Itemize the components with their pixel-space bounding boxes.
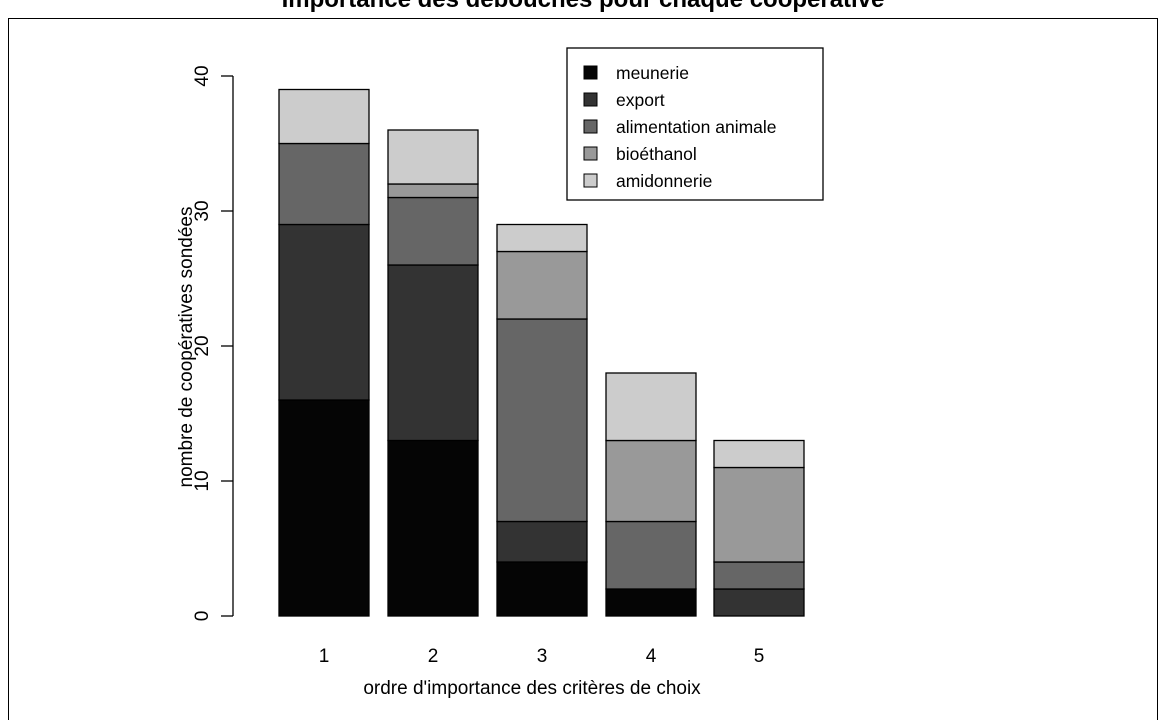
bar-segment-3-1 <box>496 520 588 563</box>
legend-label: bioéthanol <box>616 144 697 164</box>
bar-segment-3-2 <box>496 318 588 523</box>
bar-segment-2-1 <box>387 264 479 442</box>
y-axis: 0 10 20 30 40 <box>192 65 234 622</box>
legend-box <box>566 47 824 201</box>
x-tick-label: 1 <box>319 646 330 667</box>
x-tick-label: 2 <box>428 646 439 667</box>
y-tick-label: 10 <box>192 470 213 491</box>
bar-segment-1-1 <box>278 223 370 401</box>
legend-swatch <box>583 119 598 134</box>
bar-segment-4-3 <box>605 439 697 523</box>
bar-segment-5-3 <box>713 466 805 563</box>
legend-label: alimentation animale <box>616 117 777 137</box>
legend-swatch <box>583 65 598 80</box>
legend-swatch <box>583 173 598 188</box>
figure-frame <box>8 18 1158 720</box>
bar-segment-5-2 <box>713 561 805 590</box>
legend: meunerie export alimentation animale bioéth… <box>566 47 824 201</box>
bar-segment-4-2 <box>605 520 697 590</box>
bar-segment-2-0 <box>387 439 479 617</box>
x-axis-label: ordre d'importance des critères de choix <box>363 678 701 699</box>
bar-segment-3-3 <box>496 250 588 320</box>
bar-segment-3-4 <box>496 223 588 253</box>
x-tick-labels: 1 2 3 4 5 <box>319 646 765 667</box>
bar-segment-1-2 <box>278 142 370 226</box>
x-tick-label: 5 <box>754 646 765 667</box>
legend-label: export <box>616 90 665 110</box>
x-tick-label: 4 <box>646 646 657 667</box>
legend-swatch <box>583 146 598 161</box>
legend-label: meunerie <box>616 63 689 83</box>
bar-segment-1-4 <box>278 88 370 145</box>
bar-segment-5-4 <box>713 439 805 469</box>
y-tick-label: 0 <box>192 611 213 622</box>
y-axis-label: nombre de coopératives sondées <box>176 207 197 488</box>
bar-segment-5-1 <box>713 588 805 617</box>
bar-segment-1-0 <box>278 399 370 617</box>
legend-swatch <box>583 92 598 107</box>
x-tick-label: 3 <box>537 646 548 667</box>
y-tick-label: 20 <box>192 335 213 356</box>
legend-items: meunerie export alimentation animale bioéth… <box>583 63 777 191</box>
page-title: Importance des débouchés pour chaque coo… <box>0 0 1166 14</box>
bar-segment-2-3 <box>387 183 479 199</box>
y-tick-label: 30 <box>192 200 213 221</box>
bar-segment-4-0 <box>605 588 697 617</box>
bar-segment-2-2 <box>387 196 479 266</box>
y-tick-label: 40 <box>192 65 213 86</box>
bar-segment-2-4 <box>387 129 479 185</box>
bar-segment-3-0 <box>496 561 588 617</box>
bars <box>278 88 805 617</box>
bar-segment-4-4 <box>605 372 697 442</box>
legend-label: amidonnerie <box>616 171 712 191</box>
